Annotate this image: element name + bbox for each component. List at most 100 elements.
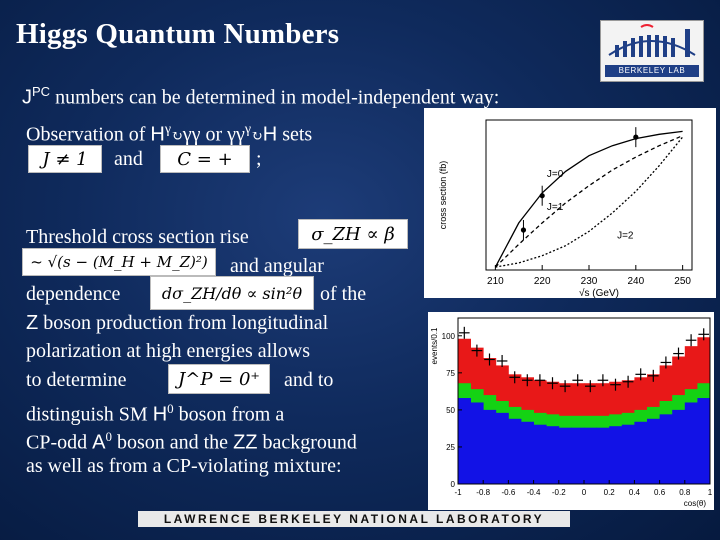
x-tick-label: -1 — [454, 488, 462, 497]
equation-sqrt: ~ √(s − (M_H + M_Z)²) — [22, 248, 216, 276]
text-h-1: H — [150, 123, 165, 146]
text-of-the: of the — [320, 283, 367, 305]
text-polarization: polarization at high energies allows — [26, 340, 310, 362]
x-tick-label: 250 — [674, 276, 691, 287]
text-h-2: H — [262, 123, 278, 146]
series-label: J=1 — [547, 202, 564, 213]
histogram-bar-blue — [672, 409, 686, 484]
text-to-determine: to determine — [26, 369, 127, 391]
text-distinguish: distinguish SM H0 boson from a — [26, 397, 284, 427]
histogram-bar-blue — [508, 418, 522, 484]
x-tick-label: 0.2 — [604, 488, 616, 497]
plot-frame — [485, 119, 693, 271]
text-boson-and-the: boson and the — [111, 431, 234, 454]
angular-distribution-plot: -1 -0.8 -0.6 -0.4 -0.2 0 0.2 0.4 0.6 0.8 1 100 75 50 2… — [430, 317, 713, 508]
series-line-J0 — [494, 130, 683, 268]
text-jpc-sup: PC — [32, 84, 51, 99]
x-tick-label: 220 — [534, 276, 551, 287]
x-tick-label: 0.6 — [654, 488, 666, 497]
histogram-bar-blue — [558, 427, 572, 484]
x-tick-label: 0.8 — [679, 488, 691, 497]
text-cp-odd: CP-odd A0 boson and the ZZ background — [26, 425, 357, 455]
text-boson-from-a: boson from a — [173, 403, 285, 426]
y-tick-label: 75 — [446, 369, 455, 378]
x-tick-label: 1 — [708, 488, 713, 497]
series-line-J1 — [494, 135, 683, 268]
histogram-bar-blue — [697, 398, 711, 484]
x-axis-label: cos(θ) — [684, 499, 707, 508]
text-line-1: JPC numbers can be determined in model-i… — [22, 80, 499, 110]
footer-banner: LAWRENCE BERKELEY NATIONAL LABORATORY — [138, 511, 570, 527]
text-sets: sets — [277, 123, 313, 146]
text-gg: γγ — [227, 123, 245, 146]
text-z-boson-rest: boson production from longitudinal — [38, 312, 329, 334]
histogram-bar-blue — [621, 424, 635, 484]
histogram-bar-blue — [634, 421, 648, 484]
lab-building-icon — [608, 24, 696, 57]
histogram-bar-blue — [470, 402, 484, 484]
series-label: J=0 — [547, 169, 564, 180]
x-tick-label: -0.4 — [527, 488, 541, 497]
text-threshold: Threshold cross section rise — [26, 226, 249, 248]
y-tick-label: 100 — [442, 332, 456, 341]
text-z-boson: Z boson production from longitudinal — [26, 311, 328, 335]
histogram-bar-blue — [609, 426, 623, 484]
text-distinguish-sm: distinguish SM — [26, 403, 153, 426]
slide-title: Higgs Quantum Numbers — [16, 18, 340, 50]
y-tick-label: 50 — [446, 406, 455, 415]
text-line-1-rest: numbers can be determined in model-indep… — [50, 86, 500, 109]
x-tick-label: 210 — [487, 276, 504, 287]
text-and-angular: and angular — [230, 255, 324, 277]
x-tick-label: 230 — [581, 276, 598, 287]
text-semicolon: ; — [256, 148, 262, 170]
histogram-bar-blue — [458, 398, 471, 484]
equation-jp: J^P = 0⁺ — [168, 364, 270, 394]
angular-distribution-chart: -1 -0.8 -0.6 -0.4 -0.2 0 0.2 0.4 0.6 0.8 1 100 75 50 2… — [428, 312, 714, 510]
equation-j-not-1: J ≠ 1 — [28, 145, 102, 173]
series-line-J2 — [495, 136, 684, 268]
text-h0-sup: 0 — [167, 401, 174, 416]
berkeley-lab-logo: BERKELEY LAB — [600, 20, 704, 82]
text-and-to: and to — [284, 369, 334, 391]
equation-c-plus: C = + — [160, 145, 250, 173]
text-jpc-j: J — [22, 86, 32, 109]
histogram-bar-blue — [483, 409, 497, 484]
text-gamma-sup-2: γ — [244, 122, 252, 137]
x-tick-label: -0.6 — [502, 488, 516, 497]
text-gamma-sup-1: γ — [164, 122, 172, 137]
histogram-bar-blue — [495, 412, 509, 484]
text-dependence: dependence — [26, 283, 121, 305]
histogram-bar-blue — [571, 427, 585, 484]
histogram-bar-blue — [584, 427, 597, 484]
text-and-1: and — [114, 148, 143, 170]
text-a0-sup: 0 — [105, 429, 112, 444]
text-gg-or: γγ or — [182, 123, 228, 146]
text-cp-odd-label: CP-odd — [26, 431, 93, 454]
text-as-well: as well as from a CP-violating mixture: — [26, 455, 342, 477]
histogram-bar-blue — [533, 424, 547, 484]
histogram-bar-blue — [596, 427, 610, 484]
logo-label: BERKELEY LAB — [605, 65, 699, 77]
data-point — [539, 193, 545, 199]
x-axis-label: √s (GeV) — [579, 287, 619, 298]
cross-section-chart: 210 220 230 240 250 √s (GeV) cross section (fb… — [424, 108, 716, 299]
histogram-bar-blue — [521, 421, 534, 484]
series-label: J=2 — [617, 231, 634, 242]
text-observation: Observation of — [26, 123, 151, 146]
y-tick-label: 0 — [451, 480, 456, 489]
y-axis-label: cross section (fb) — [438, 161, 448, 230]
text-background: background — [257, 431, 357, 454]
equation-sigma-zh: σ_ZH ∝ β — [298, 219, 408, 249]
cross-section-plot: 210 220 230 240 250 √s (GeV) cross section (fb… — [438, 119, 693, 299]
histogram-bar-blue — [659, 414, 673, 484]
x-tick-label: -0.8 — [476, 488, 490, 497]
text-z: Z — [26, 312, 39, 334]
histogram-bar-blue — [684, 402, 698, 484]
x-tick-label: 240 — [627, 276, 644, 287]
text-line-2: Observation of Hγ↻γγ or γγγ↻H sets — [26, 122, 313, 146]
text-zz: ZZ — [233, 431, 258, 454]
data-point — [520, 227, 527, 233]
data-point — [633, 134, 639, 140]
x-tick-label: 0.4 — [629, 488, 641, 497]
histogram-bar-blue — [546, 426, 560, 484]
